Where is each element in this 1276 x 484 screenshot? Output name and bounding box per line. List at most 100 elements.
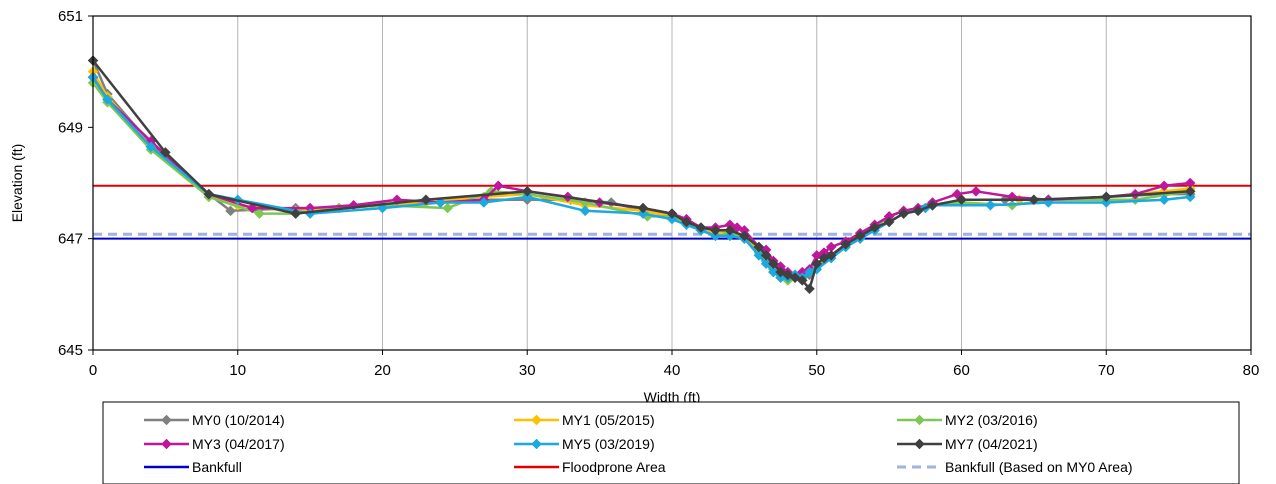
series-line <box>91 76 1191 279</box>
data-point <box>1100 191 1112 203</box>
legend-box <box>102 401 1240 484</box>
data-point <box>775 266 786 278</box>
data-point <box>883 216 895 228</box>
y-tick-labels: 645 647 649 651 <box>58 8 93 359</box>
x-axis-title: Width (ft) <box>644 389 701 405</box>
legend-label: MY2 (03/2016) <box>945 412 1038 428</box>
data-point <box>710 224 721 236</box>
data-point <box>435 197 446 208</box>
legend-marker <box>161 438 172 450</box>
data-point <box>898 208 909 219</box>
data-point <box>637 202 649 214</box>
data-point <box>521 191 533 203</box>
legend-label: MY3 (04/2017) <box>192 436 285 452</box>
x-tick-label: 0 <box>89 362 97 379</box>
data-point <box>681 216 692 228</box>
y-tick-label: 651 <box>58 8 83 25</box>
data-point <box>854 230 866 242</box>
data-point <box>666 208 678 219</box>
data-point <box>1184 191 1196 203</box>
data-point <box>753 250 765 261</box>
data-point <box>724 224 736 236</box>
data-point <box>724 230 736 242</box>
legend-label: MY1 (05/2015) <box>562 412 655 428</box>
data-point <box>521 185 533 197</box>
data-point <box>760 258 772 270</box>
y-axis-title: Elevation (ft) <box>9 144 25 223</box>
legend-entry: Floodprone Area <box>514 459 666 475</box>
series-0 <box>87 55 1196 283</box>
series-4 <box>87 71 1196 283</box>
legend-entry: Bankfull <box>144 459 242 475</box>
data-point <box>1158 180 1170 192</box>
data-point <box>203 188 215 200</box>
data-point <box>1184 185 1196 197</box>
series-3 <box>87 71 1196 281</box>
legend-entry: MY1 (05/2015) <box>514 412 655 428</box>
legend-entry: Bankfull (Based on MY0 Area) <box>897 459 1133 475</box>
data-point <box>478 197 490 208</box>
data-point <box>985 199 996 211</box>
data-point <box>927 199 938 211</box>
data-point <box>767 266 779 278</box>
data-point <box>804 283 815 295</box>
x-tick-label: 50 <box>808 362 825 379</box>
data-point <box>825 250 837 261</box>
y-tick-label: 645 <box>58 342 83 359</box>
y-tick-label: 647 <box>58 231 83 248</box>
data-point <box>796 275 808 286</box>
series-2 <box>87 77 1196 286</box>
x-tick-label: 40 <box>664 362 681 379</box>
series-5 <box>87 55 1196 295</box>
data-point <box>442 202 453 214</box>
data-series <box>87 55 1196 295</box>
legend: MY0 (10/2014) MY1 (05/2015) MY2 (03/2016) M… <box>144 412 1133 475</box>
data-point <box>1028 194 1040 206</box>
data-point <box>160 147 171 158</box>
legend-label: MY5 (03/2019) <box>562 436 655 452</box>
data-point <box>753 241 765 253</box>
series-line <box>91 76 1191 277</box>
series-line <box>92 59 1191 291</box>
data-point <box>290 208 302 219</box>
data-point <box>956 194 967 206</box>
legend-marker <box>914 438 925 450</box>
series-line <box>91 60 1191 279</box>
x-tick-label: 60 <box>953 362 970 379</box>
legend-marker <box>531 438 542 450</box>
legend-entry: MY0 (10/2014) <box>144 412 285 428</box>
legend-marker <box>914 414 925 426</box>
legend-entry: MY2 (03/2016) <box>897 412 1038 428</box>
y-tick-label: 649 <box>58 119 83 136</box>
data-point <box>102 94 113 105</box>
data-point <box>869 222 881 233</box>
data-point <box>912 205 924 217</box>
data-point <box>739 230 750 242</box>
x-tick-label: 10 <box>229 362 246 379</box>
data-point <box>637 208 649 219</box>
data-point <box>1042 197 1054 208</box>
data-point <box>1100 197 1112 208</box>
series-line <box>91 82 1191 282</box>
data-point <box>1158 194 1170 206</box>
x-tick-labels: 0 10 20 30 40 50 60 70 80 <box>89 350 1260 379</box>
data-point <box>666 213 678 225</box>
legend-label: Floodprone Area <box>562 459 666 475</box>
data-point <box>710 230 721 242</box>
data-point <box>420 194 432 206</box>
legend-entry: MY3 (04/2017) <box>144 436 285 452</box>
x-tick-label: 80 <box>1243 362 1260 379</box>
data-point <box>840 238 852 250</box>
data-point <box>579 205 591 217</box>
legend-marker <box>161 414 172 426</box>
data-point <box>145 141 157 153</box>
legend-label: MY7 (04/2021) <box>945 436 1038 452</box>
legend-entry: MY7 (04/2021) <box>897 436 1038 452</box>
data-point <box>254 208 265 219</box>
legend-label: Bankfull <box>192 459 242 475</box>
x-tick-label: 70 <box>1098 362 1115 379</box>
data-point <box>492 180 504 192</box>
series-line <box>91 71 1191 282</box>
legend-entry: MY5 (03/2019) <box>514 436 655 452</box>
